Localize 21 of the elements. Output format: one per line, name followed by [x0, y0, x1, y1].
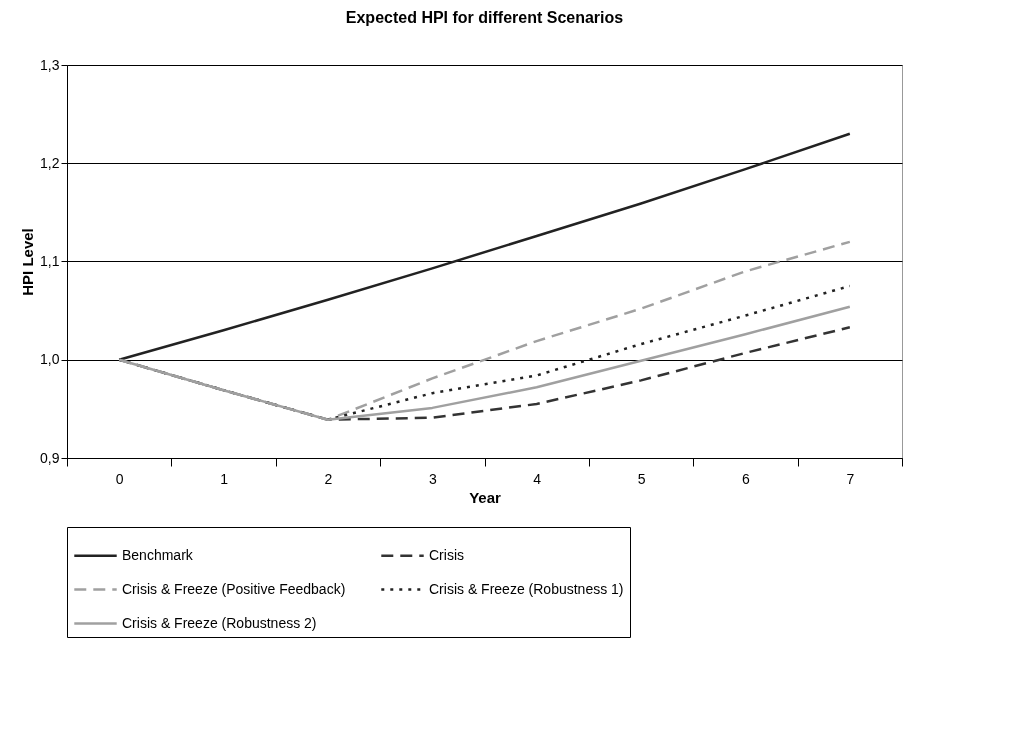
y-tick-label: 1,2	[40, 154, 60, 171]
legend-label: Benchmark	[122, 546, 194, 563]
y-axis-title: HPI Level	[19, 228, 37, 296]
x-tick-label: 1	[220, 470, 229, 487]
legend-label: Crisis & Freeze (Robustness 1)	[429, 580, 624, 597]
y-tick-label: 0,9	[40, 449, 60, 466]
legend-label: Crisis	[429, 546, 464, 563]
x-tick-label: 7	[846, 470, 855, 487]
x-tick-label: 2	[324, 470, 333, 487]
x-tick-label: 5	[637, 470, 646, 487]
legend-label: Crisis & Freeze (Positive Feedback)	[122, 580, 346, 597]
y-tick-label: 1,1	[40, 253, 60, 269]
chart-title: Expected HPI for different Scenarios	[345, 9, 624, 26]
y-tick-label: 1,3	[40, 56, 60, 73]
y-tick-label: 1,0	[40, 351, 60, 368]
x-tick-label: 0	[115, 470, 124, 487]
x-tick-label: 3	[428, 470, 437, 487]
x-tick-label: 6	[742, 470, 751, 487]
x-axis-title: Year	[469, 488, 502, 506]
x-tick-label: 4	[533, 470, 542, 487]
legend-label: Crisis & Freeze (Robustness 2)	[122, 614, 317, 631]
